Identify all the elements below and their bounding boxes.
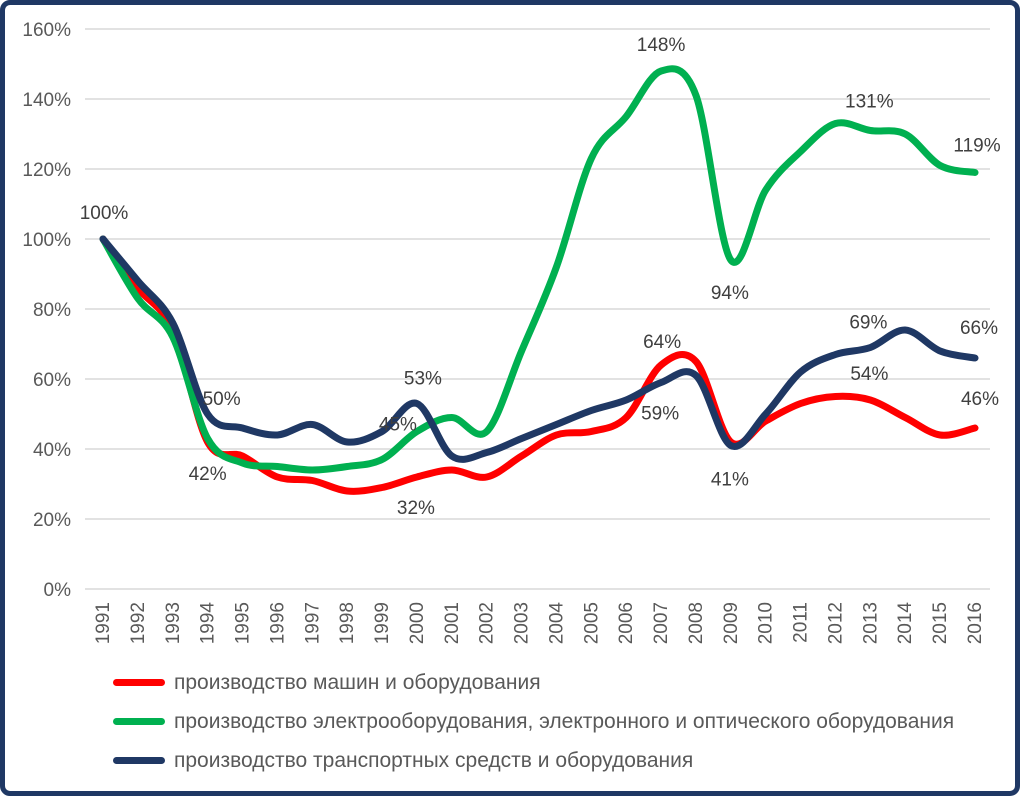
x-axis-tick-label: 2012 [825,602,846,644]
x-axis-tick-label: 1994 [198,602,219,645]
x-axis-tick-label: 2006 [616,602,637,644]
y-axis-tick-label: 20% [33,510,71,531]
series-line-0 [99,235,979,495]
legend-swatch-green [113,718,165,725]
x-axis-tick-label: 1993 [163,602,184,644]
x-axis-tick-label: 2007 [651,602,672,644]
x-axis-tick-label: 1991 [93,602,114,644]
y-axis-tick-label: 60% [33,370,71,391]
data-label: 131% [845,92,894,113]
x-axis-tick-label: 2005 [581,602,602,644]
legend: производство машин и оборудования произв… [113,663,954,780]
x-axis-tick-label: 1998 [337,602,358,644]
x-axis-tick-label: 2014 [895,602,916,645]
legend-swatch-red [113,679,165,686]
legend-item-transport: производство транспортных средств и обор… [113,741,954,780]
data-label: 69% [849,313,887,334]
x-axis-tick-label: 2002 [477,602,498,644]
x-axis-tick-label: 1997 [302,602,323,644]
y-axis-tick-label: 100% [22,230,71,251]
data-label: 32% [397,498,435,519]
series-line-2 [99,235,979,463]
legend-label-machines: производство машин и оборудования [174,670,541,694]
data-label: 41% [711,470,749,491]
y-axis-tick-label: 140% [22,90,71,111]
legend-item-electrical: производство электрооборудования, электр… [113,702,954,741]
data-label: 50% [203,389,241,410]
x-axis-tick-label: 2008 [686,602,707,644]
x-axis-tick-label: 2001 [442,602,463,644]
legend-swatch-navy [113,757,165,764]
x-axis-tick-label: 1995 [233,602,254,644]
legend-item-machines: производство машин и оборудования [113,663,954,702]
x-axis-tick-label: 2011 [791,602,812,643]
data-label: 94% [711,283,749,304]
x-axis-tick-label: 1996 [267,602,288,644]
series-line-1 [99,65,979,474]
y-axis-tick-label: 80% [33,300,71,321]
data-label: 64% [643,332,681,353]
chart-svg: 0% 20% 40% 60% 80% 100% 120% 140% 160% 1991 1992 19… [22,20,1000,645]
x-axis-tick-label: 2009 [721,602,742,644]
x-axis-tick-label: 2010 [756,602,777,644]
x-axis-tick-label: 2000 [407,602,428,644]
data-label: 42% [189,464,227,485]
data-label: 45% [379,415,417,436]
y-axis-tick-label: 160% [22,20,71,41]
x-axis-tick-label: 2004 [546,602,567,645]
legend-label-electrical: производство электрооборудования, электр… [174,709,955,733]
data-label: 46% [961,389,999,410]
y-axis-tick-label: 40% [33,440,71,461]
y-axis-tick-label: 120% [22,160,71,181]
x-axis-tick-label: 1999 [372,602,393,644]
data-label: 100% [80,203,129,224]
data-label: 53% [404,369,442,390]
legend-label-transport: производство транспортных средств и обор… [174,748,694,772]
data-label: 119% [953,136,1000,157]
x-axis-tick-label: 2015 [930,602,951,644]
data-label: 66% [960,318,998,339]
x-axis-tick-label: 2003 [512,602,533,644]
y-axis-tick-label: 0% [44,580,72,601]
x-axis-tick-label: 1992 [128,602,149,644]
x-axis-tick-label: 2013 [860,602,881,644]
x-axis-tick-label: 2016 [965,602,986,644]
data-label: 54% [850,364,888,385]
data-label: 148% [637,35,686,56]
data-label: 59% [641,404,679,425]
